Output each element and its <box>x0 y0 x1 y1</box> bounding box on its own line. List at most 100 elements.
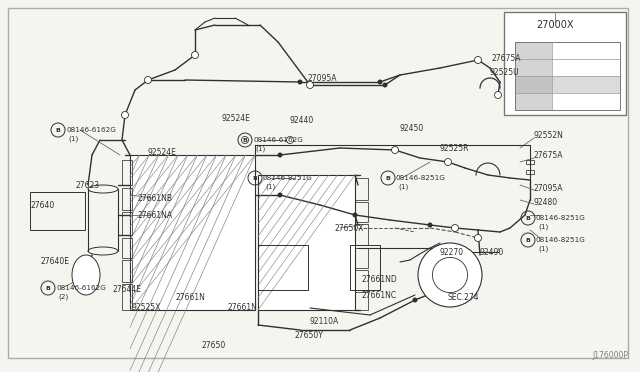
Bar <box>355 270 368 290</box>
Text: B: B <box>56 128 60 132</box>
Text: 27675A: 27675A <box>534 151 563 160</box>
Text: 27661N: 27661N <box>175 294 205 302</box>
Text: 27661N: 27661N <box>228 304 258 312</box>
Text: B: B <box>253 176 257 180</box>
Text: 92270: 92270 <box>440 247 464 257</box>
Text: 08146-6162G: 08146-6162G <box>253 137 303 143</box>
Text: 27095A: 27095A <box>308 74 337 83</box>
Bar <box>122 260 132 282</box>
Circle shape <box>476 58 481 62</box>
Circle shape <box>241 137 248 144</box>
Bar <box>526 160 534 164</box>
Text: B: B <box>243 138 248 142</box>
Text: 27650X: 27650X <box>335 224 365 232</box>
Text: (1): (1) <box>68 136 78 142</box>
Text: 08146-8251G: 08146-8251G <box>396 175 446 181</box>
Text: B: B <box>525 215 531 221</box>
Bar <box>515 42 620 110</box>
Circle shape <box>474 57 481 64</box>
Text: B: B <box>45 285 51 291</box>
Text: 27640E: 27640E <box>40 257 69 266</box>
Text: SEC.274: SEC.274 <box>448 294 479 302</box>
Text: 27661NC: 27661NC <box>362 291 397 299</box>
Circle shape <box>122 112 129 119</box>
Text: (1): (1) <box>398 184 408 190</box>
Circle shape <box>445 158 451 166</box>
Circle shape <box>392 148 397 153</box>
Text: 27000X: 27000X <box>536 20 573 30</box>
Circle shape <box>287 137 294 144</box>
Text: 27661NB: 27661NB <box>138 193 173 202</box>
Text: 27644E: 27644E <box>112 285 141 295</box>
Circle shape <box>495 92 502 99</box>
Bar <box>122 188 132 210</box>
Text: 92110A: 92110A <box>310 317 339 327</box>
Circle shape <box>145 77 152 83</box>
Circle shape <box>298 80 303 84</box>
Bar <box>515 42 552 110</box>
Text: 92525X: 92525X <box>132 304 161 312</box>
Text: 92552N: 92552N <box>534 131 564 140</box>
Text: 92490: 92490 <box>480 247 504 257</box>
Text: 92524E: 92524E <box>148 148 177 157</box>
Circle shape <box>445 160 451 164</box>
Circle shape <box>428 222 433 228</box>
Text: 92480: 92480 <box>534 198 558 206</box>
Text: 27661ND: 27661ND <box>362 276 397 285</box>
Circle shape <box>383 83 387 87</box>
Circle shape <box>307 83 312 87</box>
Text: 27623: 27623 <box>75 180 99 189</box>
Text: 92440: 92440 <box>290 115 314 125</box>
Circle shape <box>191 51 198 58</box>
Circle shape <box>278 153 282 157</box>
Text: 92450: 92450 <box>400 124 424 132</box>
Text: B: B <box>385 176 390 180</box>
Text: 08146-8251G: 08146-8251G <box>536 215 586 221</box>
Bar <box>515 76 620 93</box>
Text: 27640: 27640 <box>30 201 54 209</box>
Bar <box>258 245 308 290</box>
Bar <box>355 178 368 200</box>
Text: 27095A: 27095A <box>534 183 563 192</box>
Text: 27661NA: 27661NA <box>138 211 173 219</box>
Bar <box>504 12 626 115</box>
Text: 92525U: 92525U <box>490 67 520 77</box>
Bar <box>122 284 132 310</box>
Text: (1): (1) <box>265 184 275 190</box>
Circle shape <box>418 243 482 307</box>
Circle shape <box>474 234 481 241</box>
Text: 27675A: 27675A <box>492 54 522 62</box>
Bar <box>130 155 255 310</box>
Bar <box>355 224 368 245</box>
Circle shape <box>307 81 314 89</box>
Circle shape <box>378 80 383 84</box>
Text: 92525R: 92525R <box>440 144 470 153</box>
Bar <box>122 212 132 235</box>
Bar <box>30 192 85 230</box>
Bar <box>258 175 355 310</box>
Text: 08146-6162G: 08146-6162G <box>66 127 116 133</box>
Bar <box>355 248 368 268</box>
Text: 27650Y: 27650Y <box>295 330 324 340</box>
Bar <box>350 245 380 290</box>
Bar <box>122 238 132 258</box>
Circle shape <box>392 147 399 154</box>
Text: 08146-6162G: 08146-6162G <box>56 285 106 291</box>
Bar <box>526 170 534 174</box>
Text: (1): (1) <box>538 224 548 230</box>
Text: (1): (1) <box>538 246 548 252</box>
Text: (2): (2) <box>58 294 68 300</box>
Bar <box>122 160 132 185</box>
Text: 08146-8251G: 08146-8251G <box>263 175 313 181</box>
Text: 08146-8251G: 08146-8251G <box>536 237 586 243</box>
Ellipse shape <box>72 255 100 295</box>
Circle shape <box>413 298 417 302</box>
Circle shape <box>451 224 458 231</box>
Text: 92524E: 92524E <box>222 113 251 122</box>
Bar <box>355 202 368 222</box>
Circle shape <box>278 192 282 198</box>
Text: (1): (1) <box>255 146 265 152</box>
Bar <box>355 292 368 310</box>
Text: B: B <box>525 237 531 243</box>
Text: 27650: 27650 <box>202 340 227 350</box>
